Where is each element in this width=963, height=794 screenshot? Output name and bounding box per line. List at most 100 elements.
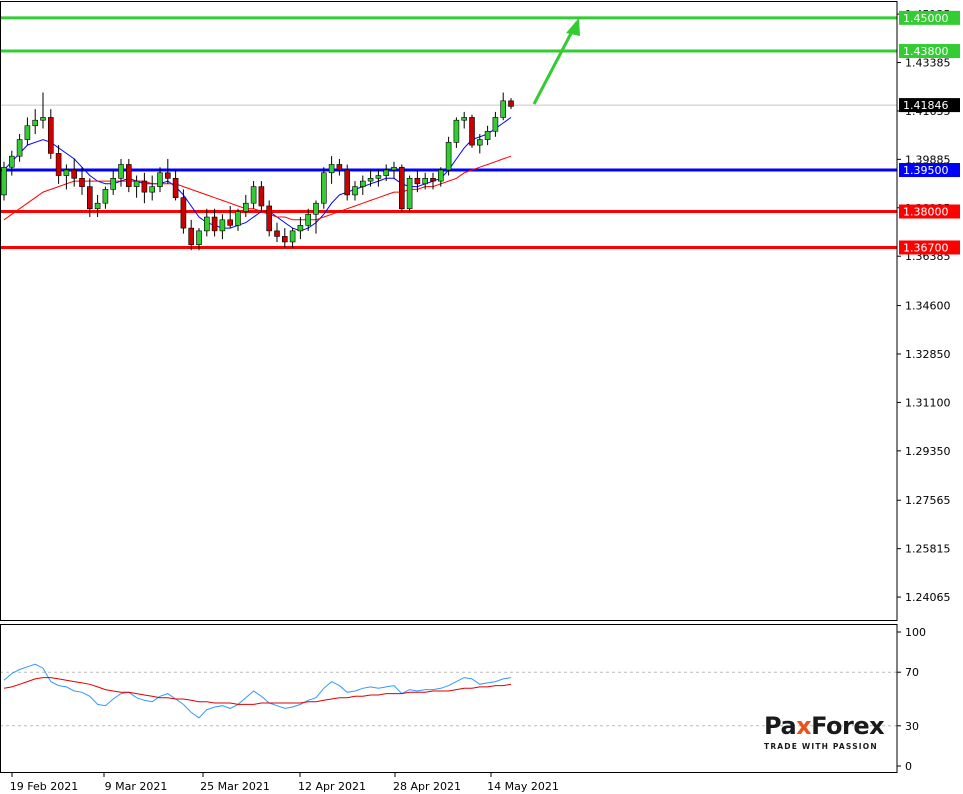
level-tag-label: 1.39500	[903, 164, 949, 177]
fast-moving-average	[3, 116, 512, 232]
candle-bear	[180, 197, 187, 229]
candle-bull	[110, 178, 116, 190]
candle-bear	[172, 178, 179, 198]
candle-bull	[63, 169, 70, 176]
level-tag	[899, 240, 960, 255]
candle-bear	[414, 178, 421, 185]
level-tag-label: 1.43800	[903, 45, 949, 58]
date-label: 9 Mar 2021	[105, 780, 168, 793]
level-tag	[899, 10, 960, 25]
candle-bull	[492, 117, 499, 132]
candle-bull	[383, 169, 390, 176]
price-tick-label: 1.27565	[905, 494, 951, 507]
candle-bull	[375, 175, 382, 179]
candle-bear	[469, 117, 475, 146]
price-frame	[0, 1, 898, 621]
price-tick-label: 1.25815	[905, 543, 951, 556]
candle-bull	[289, 230, 296, 243]
candle-bull	[157, 172, 163, 187]
date-label: 12 Apr 2021	[298, 780, 366, 793]
level-tag	[899, 44, 960, 59]
oscillator-panel	[0, 663, 897, 727]
candle-bull	[219, 219, 226, 232]
logo-x: x	[796, 712, 812, 740]
candle-bear	[430, 178, 436, 182]
paxforex-logo: PaxForex TRADE WITH PASSION	[764, 712, 894, 760]
candle-bull	[9, 155, 15, 168]
price-tick-label: 1.34600	[905, 300, 951, 313]
price-tick-label: 1.31100	[905, 396, 951, 409]
candle-bull	[24, 125, 31, 140]
slow-moving-average	[3, 155, 512, 221]
candle-bear	[266, 205, 273, 232]
candle-bull	[320, 172, 327, 204]
candle-bear	[87, 186, 93, 210]
candle-bull	[16, 139, 23, 157]
candle-bull	[94, 202, 101, 210]
candle-bull	[149, 186, 155, 193]
oscillator-tick-label: 0	[905, 760, 912, 773]
candle-bull	[484, 130, 491, 140]
candle-bear	[398, 166, 405, 210]
level-tag-label: 1.38000	[903, 206, 949, 219]
candle-bull	[359, 180, 366, 187]
candle-bull	[204, 216, 210, 232]
candle-bull	[32, 119, 39, 127]
level-tag-label: 1.36700	[903, 241, 949, 254]
candle-bull	[250, 186, 257, 204]
candle-bull	[328, 164, 335, 174]
price-tick-label: 1.29350	[905, 445, 951, 458]
current-price-tag	[899, 98, 960, 113]
logo-brand: PaxForex	[764, 712, 894, 740]
projection-arrow	[532, 21, 579, 105]
candle-bear	[165, 172, 171, 179]
date-label: 19 Feb 2021	[10, 780, 78, 793]
candle-bull	[297, 225, 304, 232]
level-tag	[899, 163, 960, 178]
candle-bear	[47, 117, 54, 154]
candle-bull	[102, 189, 109, 204]
oscillator-signal-line	[3, 677, 512, 705]
oscillator-tick-label: 70	[905, 666, 919, 679]
oscillator-tick-label: 30	[905, 720, 919, 733]
candle-bull	[243, 202, 249, 212]
candle-bear	[281, 236, 288, 243]
projection-arrow-head	[566, 18, 580, 36]
candle-bull	[422, 178, 429, 185]
candle-bull	[476, 139, 483, 146]
candle-bear	[274, 230, 280, 237]
date-label: 25 Mar 2021	[200, 780, 270, 793]
candle-bear	[508, 100, 514, 107]
logo-tagline: TRADE WITH PASSION	[764, 742, 878, 751]
logo-text-part2: Forex	[811, 712, 885, 740]
candle-bear	[71, 169, 77, 179]
candle-bull	[352, 186, 358, 196]
candle-bull	[40, 117, 46, 121]
current-price-label: 1.41846	[903, 99, 949, 112]
candle-bull	[367, 178, 374, 182]
price-panel	[0, 16, 897, 251]
logo-text-part1: Pa	[764, 712, 797, 740]
candle-bull	[453, 119, 460, 143]
candle-bear	[227, 219, 233, 226]
candle-bear	[211, 216, 218, 232]
candle-bear	[79, 178, 85, 187]
candle-bull	[196, 230, 202, 246]
candle-bear	[55, 153, 62, 176]
candle-bull	[313, 202, 319, 215]
candle-bull	[133, 180, 140, 187]
oscillator-main-line	[3, 663, 512, 719]
candle-bear	[141, 180, 148, 193]
candle-bull	[118, 164, 124, 179]
candle-bull	[1, 166, 7, 196]
candle-bull	[235, 211, 241, 226]
price-tick-label: 1.24065	[905, 591, 951, 604]
candle-bear	[126, 164, 132, 187]
candle-bull	[406, 178, 413, 210]
candle-bull	[391, 166, 397, 171]
candle-bear	[336, 164, 343, 171]
date-label: 28 Apr 2021	[393, 780, 461, 793]
candle-bear	[258, 186, 265, 207]
